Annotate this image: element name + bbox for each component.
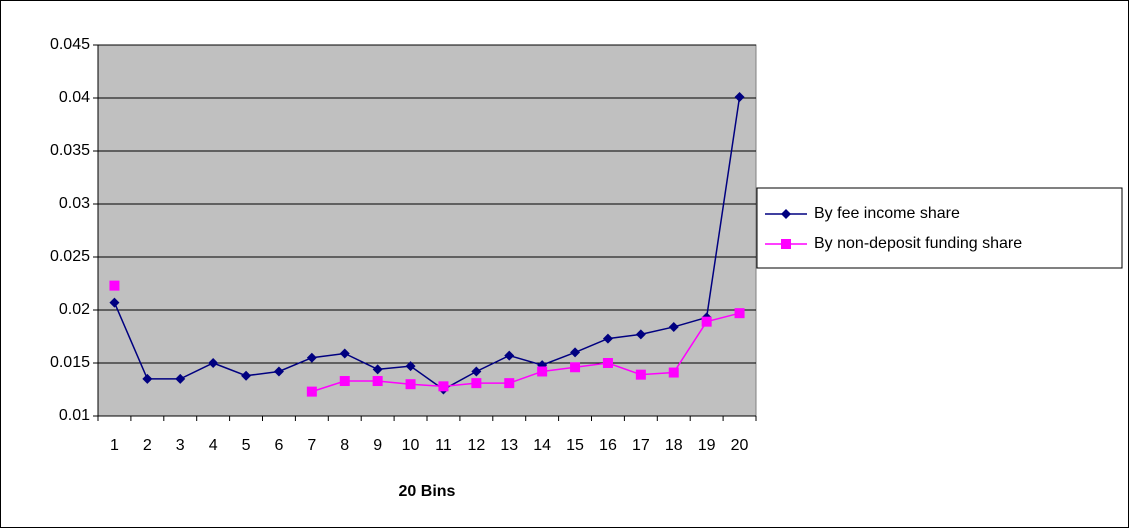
marker bbox=[781, 209, 791, 219]
marker bbox=[537, 366, 548, 377]
marker bbox=[471, 378, 482, 389]
marker bbox=[372, 376, 383, 387]
x-tick-label: 2 bbox=[143, 437, 152, 454]
x-tick-label: 20 bbox=[731, 437, 749, 454]
y-tick-label: 0.02 bbox=[59, 301, 90, 318]
x-tick-label: 6 bbox=[274, 437, 283, 454]
x-tick-label: 10 bbox=[402, 437, 420, 454]
marker bbox=[701, 316, 712, 327]
series-line bbox=[113, 96, 741, 391]
marker bbox=[208, 358, 219, 368]
marker bbox=[781, 239, 791, 249]
marker bbox=[602, 358, 613, 368]
marker bbox=[339, 348, 350, 359]
x-tick-label: 9 bbox=[373, 437, 382, 454]
marker bbox=[405, 361, 416, 372]
x-tick-label: 4 bbox=[209, 437, 218, 454]
x-tick-label: 14 bbox=[533, 437, 551, 454]
marker bbox=[504, 350, 515, 361]
x-tick-label: 16 bbox=[599, 437, 617, 454]
y-tick-label: 0.03 bbox=[59, 195, 90, 212]
x-tick-label: 11 bbox=[435, 437, 452, 454]
marker bbox=[109, 280, 120, 291]
marker bbox=[635, 369, 646, 380]
x-tick-label: 15 bbox=[566, 437, 584, 454]
marker bbox=[668, 367, 679, 378]
legend-label: By non-deposit funding share bbox=[814, 235, 1022, 252]
marker bbox=[273, 366, 284, 377]
marker bbox=[635, 329, 646, 340]
y-tick-label: 0.015 bbox=[50, 354, 90, 371]
marker bbox=[109, 297, 120, 308]
marker bbox=[734, 91, 745, 102]
marker bbox=[570, 362, 581, 373]
y-tick-label: 0.035 bbox=[50, 142, 90, 159]
marker bbox=[372, 364, 383, 375]
y-tick-label: 0.01 bbox=[59, 407, 90, 424]
marker bbox=[570, 347, 581, 358]
y-tick-label: 0.045 bbox=[50, 36, 90, 53]
y-tick-label: 0.04 bbox=[59, 89, 90, 106]
marker bbox=[405, 379, 416, 390]
marker bbox=[471, 366, 482, 377]
x-tick-label: 13 bbox=[500, 437, 518, 454]
x-tick-label: 7 bbox=[307, 437, 316, 454]
marker bbox=[734, 308, 745, 319]
legend-label: By fee income share bbox=[814, 205, 960, 222]
marker bbox=[504, 378, 515, 389]
marker bbox=[306, 352, 317, 363]
marker bbox=[142, 373, 153, 384]
marker bbox=[668, 321, 679, 332]
x-tick-label: 8 bbox=[340, 437, 349, 454]
marker bbox=[438, 381, 449, 392]
marker bbox=[241, 370, 252, 381]
x-tick-label: 18 bbox=[665, 437, 683, 454]
x-tick-label: 17 bbox=[632, 437, 650, 454]
marker bbox=[339, 376, 350, 387]
marker bbox=[306, 386, 317, 397]
x-tick-label: 19 bbox=[698, 437, 716, 454]
x-tick-label: 3 bbox=[176, 437, 185, 454]
y-tick-label: 0.025 bbox=[50, 248, 90, 265]
x-tick-label: 12 bbox=[467, 437, 485, 454]
x-tick-label: 1 bbox=[110, 437, 119, 454]
x-axis-label: 20 Bins bbox=[399, 483, 456, 500]
marker bbox=[602, 333, 613, 344]
marker bbox=[175, 373, 186, 384]
series-line bbox=[311, 312, 740, 393]
plot-area bbox=[97, 44, 757, 417]
x-tick-label: 5 bbox=[242, 437, 251, 454]
legend-box bbox=[756, 187, 1123, 269]
